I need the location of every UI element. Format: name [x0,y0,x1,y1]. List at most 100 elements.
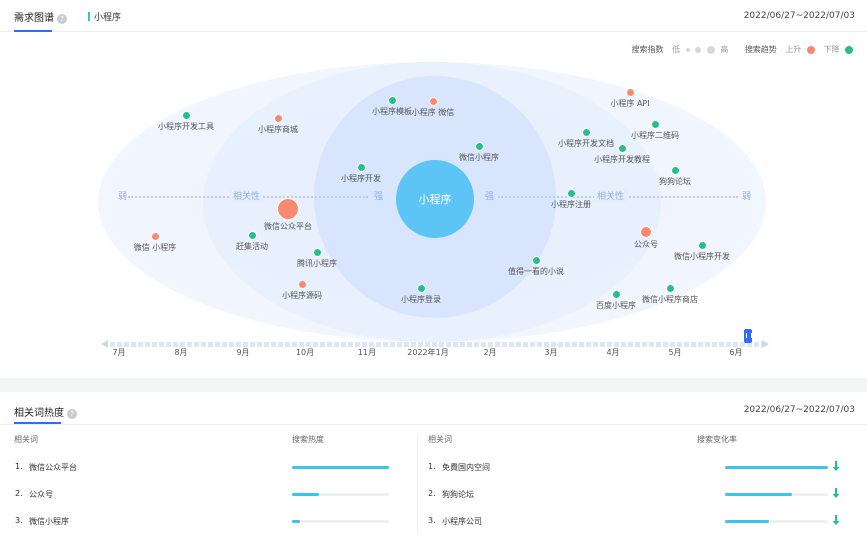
related-row-word[interactable]: 狗狗论坛 [442,490,474,499]
graph-node-dot[interactable] [617,143,627,153]
timeline-slider[interactable]: 7月 8月 9月 10月 11月 2022年1月 2月 3月 4月 5月 6月 [0,329,867,360]
graph-node-dot[interactable] [416,283,426,293]
graph-node-dot[interactable] [670,165,680,175]
graph-node-dot[interactable] [640,226,652,238]
timeline-month-label[interactable]: 4月 [606,348,620,357]
axis-relevance-left: 相关性 [230,189,264,202]
graph-node-dot[interactable] [312,247,322,257]
timeline-month-label[interactable]: 10月 [295,348,315,357]
graph-node-dot[interactable] [650,119,660,129]
graph-node-label: 微信小程序开发 [674,251,730,261]
legend-down-dot [845,45,853,54]
tab-bar: 需求图谱? 小程序 2022/06/27~2022/07/03 [0,0,867,32]
related-row-bar-fill [725,520,769,523]
trend-down-arrow-icon [832,488,840,498]
axis-strong-right: 强 [485,192,495,202]
related-row-rank: 3. [428,516,436,525]
graph-node-dot[interactable] [356,162,366,172]
related-row-rank: 2. [15,489,23,498]
graph-node-label: 微信公众平台 [264,222,312,231]
related-help-icon[interactable]: ? [67,409,77,419]
legend-dot-large [706,45,715,54]
graph-node-dot[interactable] [273,113,283,123]
tab-demand-graph[interactable]: 需求图谱? [14,9,67,24]
related-words-title-label: 相关词热度 [14,408,64,419]
graph-node-label: 赶集活动 [236,241,268,251]
axis-strong-left: 强 [374,192,384,202]
graph-node-dot[interactable] [387,95,397,105]
timeline-month-label[interactable]: 3月 [544,348,558,357]
legend: 搜索指数 低 高 搜索趋势 上升 下降 [632,44,853,55]
legend-trend-label: 搜索趋势 [744,45,777,54]
related-words-title[interactable]: 相关词热度? [14,404,77,419]
timeline-right-arrow-icon[interactable] [762,340,769,348]
timeline-month-label[interactable]: 2月 [483,348,497,357]
timeline-month-label[interactable]: 9月 [236,348,250,357]
timeline-left-arrow-icon[interactable] [101,340,108,348]
column-divider [417,434,418,534]
axis-weak-right: 弱 [742,192,752,202]
keyword-color-bar [88,12,90,21]
graph-node-dot[interactable] [611,289,621,299]
graph-node-dot[interactable] [697,240,707,250]
related-row-bar-fill [725,493,792,496]
legend-up: 上升 [785,45,802,54]
graph-node-label: 腾讯小程序 [297,258,337,268]
graph-node-dot[interactable] [150,231,160,241]
graph-node-dot[interactable] [181,110,191,120]
related-date-range: 2022/06/27~2022/07/03 [743,405,855,415]
graph-node-label: 小程序模板 [372,106,412,116]
timeline-month-label[interactable]: 7月 [112,348,126,357]
graph-node-label: 小程序注册 [551,199,591,209]
timeline-month-label[interactable]: 2022年1月 [407,348,449,357]
graph-node-dot[interactable] [247,230,257,240]
left-col-metric-header: 搜索热度 [292,435,324,444]
related-row-bar [292,466,389,469]
graph-node-label: 小程序开发工具 [158,121,214,131]
date-range: 2022/06/27~2022/07/03 [743,11,855,21]
graph-node-dot[interactable] [277,198,299,220]
tab-active-underline [14,30,52,32]
related-row-bar [292,493,389,496]
graph-node-dot[interactable] [297,279,307,289]
related-row-bar [292,520,389,523]
related-row-word[interactable]: 微信小程序 [29,517,69,526]
keyword-tag: 小程序 [88,10,121,23]
graph-node-dot[interactable] [625,87,635,97]
related-row-bar [725,466,828,469]
legend-dot-medium [695,46,702,53]
related-row-bar-fill [292,493,319,496]
graph-node-label: 小程序 微信 [411,107,455,117]
help-icon[interactable]: ? [57,14,67,24]
timeline-month-label[interactable]: 8月 [174,348,188,357]
graph-node-dot[interactable] [428,96,438,106]
related-row-word[interactable]: 免費国内空间 [442,463,490,472]
graph-node-label: 小程序开发文档 [558,138,614,148]
relation-graph: 弱 相关性 强 强 相关性 弱 小程序 小程序开发工具 小程序商城 小程序模板 小程序… [0,60,867,360]
graph-node-dot[interactable] [566,188,576,198]
demand-graph-card: 需求图谱? 小程序 2022/06/27~2022/07/03 搜索指数 低 高… [0,0,867,378]
graph-node-dot[interactable] [531,255,541,265]
related-row-bar [725,493,828,496]
timeline-handle[interactable] [744,329,752,343]
related-row-word[interactable]: 微信公众平台 [29,463,77,472]
timeline-track[interactable] [110,342,762,347]
graph-node-dot[interactable] [581,127,591,137]
graph-node-dot[interactable] [474,141,484,151]
graph-node-dot[interactable] [665,283,675,293]
related-row-rank: 3. [15,516,23,525]
center-keyword-node[interactable]: 小程序 [396,160,474,238]
related-row-word[interactable]: 小程序公司 [442,517,482,526]
related-row-bar [725,520,828,523]
trend-down-arrow-icon [832,461,840,471]
legend-low: 低 [672,45,681,54]
graph-node-label: 小程序登录 [401,294,441,304]
timeline-month-label[interactable]: 6月 [729,348,743,357]
graph-node-label: 狗狗论坛 [659,176,691,186]
related-header-divider [0,424,867,425]
timeline-month-label[interactable]: 5月 [668,348,682,357]
timeline-month-label[interactable]: 11月 [357,348,377,357]
related-row-word[interactable]: 公众号 [29,490,53,499]
legend-high: 高 [720,45,729,54]
